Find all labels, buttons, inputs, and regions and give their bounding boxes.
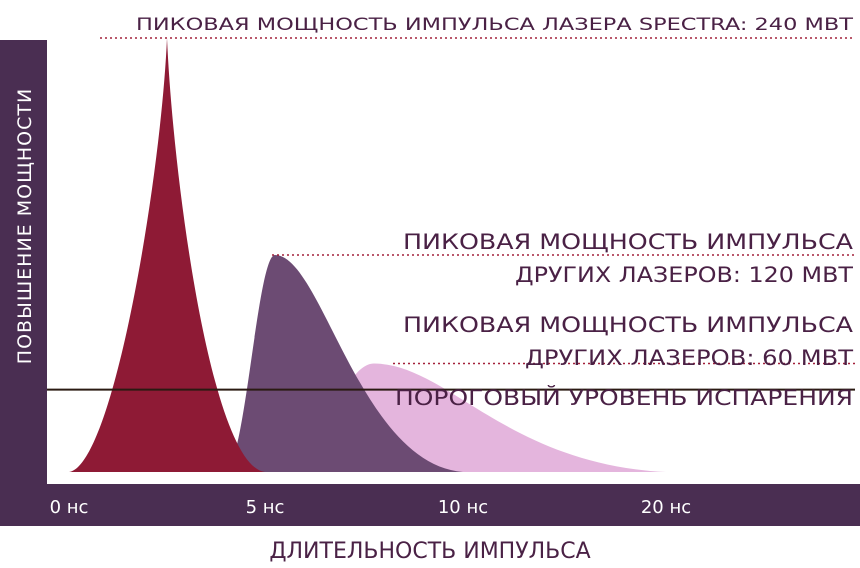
x-axis-band [0,484,860,526]
other-120-label-line2: ДРУГИХ ЛАЗЕРОВ: 120 МВТ [515,263,853,287]
threshold-label: ПОРОГОВЫЙ УРОВЕНЬ ИСПАРЕНИЯ [395,385,853,410]
spectra-peak-label: ПИКОВАЯ МОЩНОСТЬ ИМПУЛЬСА ЛАЗЕРА SPECTRA… [136,15,854,35]
x-tick-label: 20 нс [641,497,691,518]
x-tick-label: 0 нс [50,497,89,518]
x-axis-label: ДЛИТЕЛЬНОСТЬ ИМПУЛЬСА [269,539,590,564]
pulse-240mw-area [69,38,265,472]
y-axis-label: ПОВЫШЕНИЕ МОЩНОСТИ [14,88,36,364]
x-tick-label: 5 нс [246,497,285,518]
x-tick-label: 10 нс [438,497,488,518]
y-axis-band [0,40,47,510]
pulse-120mw-area [225,255,463,472]
other-60-label-line2: ДРУГИХ ЛАЗЕРОВ: 60 МВТ [525,346,853,370]
other-60-label-line1: ПИКОВАЯ МОЩНОСТЬ ИМПУЛЬСА [403,313,854,337]
other-120-label-line1: ПИКОВАЯ МОЩНОСТЬ ИМПУЛЬСА [403,230,854,254]
